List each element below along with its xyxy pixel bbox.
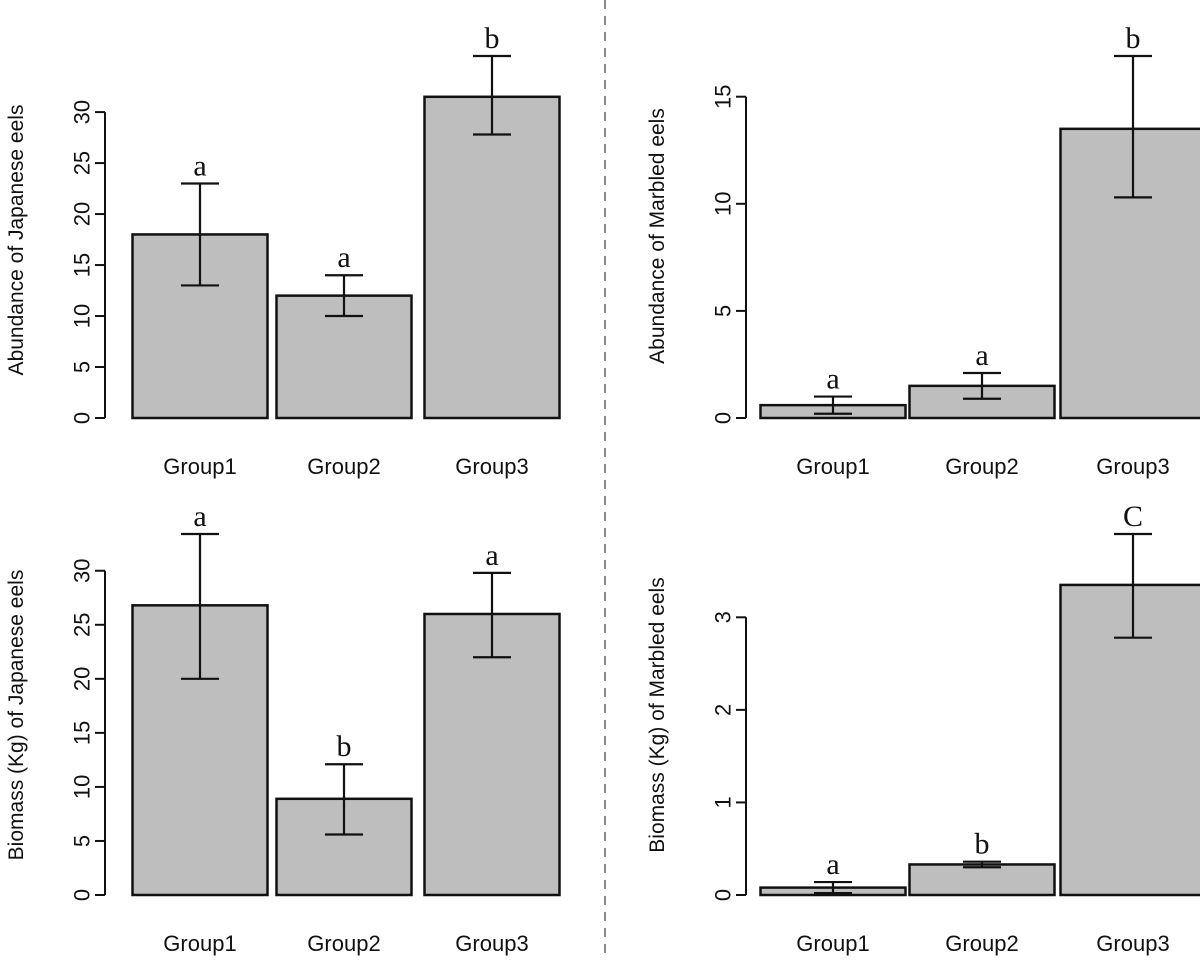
x-tick-label: Group3 — [455, 931, 528, 956]
x-tick-label: Group2 — [307, 454, 380, 479]
significance-letter: a — [975, 339, 988, 372]
y-tick-label: 5 — [70, 835, 95, 847]
y-tick-label: 25 — [70, 151, 95, 175]
chart-japanese-abundance: Abundance of Japanese eels 0 5 10 15 20 25 30 a… — [5, 22, 561, 479]
y-tick-label: 15 — [711, 84, 736, 108]
significance-letter: b — [1126, 22, 1141, 55]
significance-letter: C — [1123, 500, 1143, 533]
y-tick-label: 0 — [711, 412, 736, 424]
bar-group2[interactable] — [908, 863, 1056, 897]
y-tick-label: 1 — [711, 796, 736, 808]
significance-letter: a — [193, 149, 206, 182]
bar-group3[interactable] — [1059, 583, 1200, 897]
y-tick-label: 5 — [711, 305, 736, 317]
y-tick-label: 30 — [70, 100, 95, 124]
y-tick-label: 5 — [70, 361, 95, 373]
x-tick-label: Group3 — [1096, 931, 1169, 956]
x-tick-label: Group2 — [945, 931, 1018, 956]
bar-group3[interactable] — [423, 95, 561, 420]
bar-group3[interactable] — [1059, 127, 1200, 420]
y-tick-label: 15 — [70, 721, 95, 745]
y-tick-label: 30 — [70, 559, 95, 583]
y-tick-label: 10 — [70, 775, 95, 799]
y-tick-label: 10 — [711, 192, 736, 216]
y-tick-label: 0 — [711, 889, 736, 901]
significance-letter: a — [485, 539, 498, 572]
chart-marbled-biomass: Biomass (Kg) of Marbled eels 0 1 2 3 a Group1… — [646, 500, 1200, 956]
x-tick-label: Group1 — [796, 931, 869, 956]
chart-marbled-abundance: Abundance of Marbled eels 0 5 10 15 a Group1 a… — [646, 22, 1200, 479]
x-tick-label: Group1 — [796, 454, 869, 479]
y-tick-label: 0 — [70, 412, 95, 424]
y-tick-label: 20 — [70, 202, 95, 226]
y-tick-label: 3 — [711, 611, 736, 623]
significance-letter: a — [826, 848, 839, 881]
y-axis-title: Biomass (Kg) of Marbled eels — [646, 577, 669, 852]
y-axis-title: Biomass (Kg) of Japanese eels — [5, 570, 28, 861]
y-tick-label: 2 — [711, 704, 736, 716]
x-tick-label: Group2 — [307, 931, 380, 956]
significance-letter: b — [975, 828, 990, 861]
y-axis-title: Abundance of Marbled eels — [646, 108, 669, 364]
y-tick-label: 25 — [70, 613, 95, 637]
chart-japanese-biomass: Biomass (Kg) of Japanese eels 0 5 10 15 20 25… — [5, 500, 561, 956]
y-tick-label: 20 — [70, 667, 95, 691]
x-tick-label: Group2 — [945, 454, 1018, 479]
significance-letter: b — [485, 22, 500, 55]
x-tick-label: Group3 — [1096, 454, 1169, 479]
significance-letter: a — [337, 241, 350, 274]
significance-letter: a — [193, 500, 206, 533]
y-tick-label: 15 — [70, 253, 95, 277]
y-tick-label: 0 — [70, 889, 95, 901]
y-tick-label: 10 — [70, 304, 95, 328]
x-tick-label: Group1 — [163, 454, 236, 479]
x-tick-label: Group3 — [455, 454, 528, 479]
x-tick-label: Group1 — [163, 931, 236, 956]
significance-letter: a — [826, 363, 839, 396]
significance-letter: b — [337, 730, 352, 763]
y-axis-title: Abundance of Japanese eels — [5, 105, 28, 376]
